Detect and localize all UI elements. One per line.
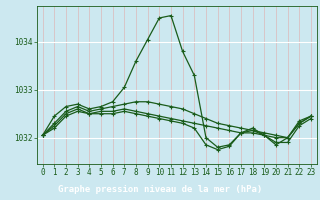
Text: Graphe pression niveau de la mer (hPa): Graphe pression niveau de la mer (hPa) [58, 185, 262, 194]
